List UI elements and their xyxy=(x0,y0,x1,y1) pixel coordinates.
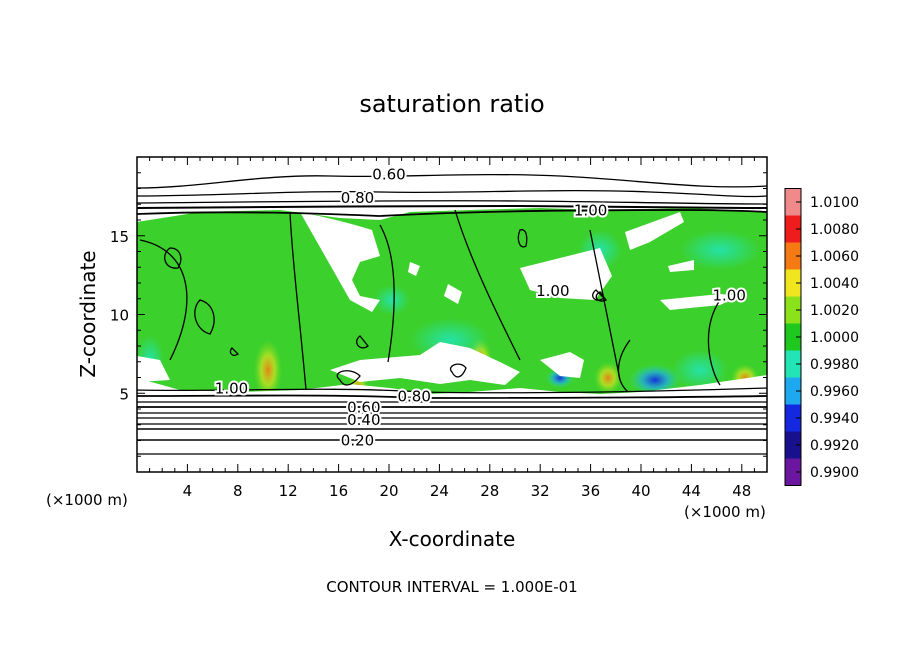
colorbar-level-label: 0.9920 xyxy=(810,438,859,454)
y-tick-label: 15 xyxy=(110,228,129,246)
colorbar: 1.0100 1.0080 1.0060 1.0040 1.0020 1.0000 0.99… xyxy=(784,188,859,486)
colorbar-level-label: 0.9960 xyxy=(810,384,859,400)
subsaturation-spot xyxy=(629,364,681,394)
colorbar-level-label: 0.9980 xyxy=(810,357,859,373)
colorbar-swatch xyxy=(785,431,801,459)
colorbar-level-label: 1.0020 xyxy=(810,303,859,319)
x-axis-label: X-coordinate xyxy=(389,527,516,551)
colorbar-level-label: 1.0000 xyxy=(810,330,859,346)
colorbar-swatch xyxy=(785,404,801,432)
axis-ticks xyxy=(137,157,767,472)
chart-title: saturation ratio xyxy=(359,90,544,118)
colorbar-level-label: 1.0100 xyxy=(810,195,859,211)
colorbar-level-label: 1.0040 xyxy=(810,276,859,292)
contour-label: 0.80 xyxy=(397,387,430,405)
x-tick-label: 36 xyxy=(581,482,600,500)
colorbar-swatch xyxy=(785,323,801,351)
x-tick-label: 48 xyxy=(732,482,751,500)
x-tick-label: 16 xyxy=(329,482,348,500)
x-tick-label: 12 xyxy=(279,482,298,500)
contour-labels: 0.600.801.001.00 1.001.00 0.800.600.400.20 xyxy=(213,163,748,451)
subsaturation-spot xyxy=(680,230,760,270)
x-tick-label: 24 xyxy=(430,482,449,500)
colorbar-swatch xyxy=(785,215,801,243)
contour-label: 0.60 xyxy=(347,398,380,416)
contour-label: 0.80 xyxy=(341,189,374,207)
contour-label: 0.60 xyxy=(372,165,405,183)
contour-label: 1.00 xyxy=(215,380,248,398)
colorbar-swatch xyxy=(785,242,801,270)
y-tick-labels: 5 10 15 xyxy=(110,228,129,404)
y-tick-label: 10 xyxy=(110,307,129,325)
x-tick-label: 32 xyxy=(531,482,550,500)
colorbar-swatch xyxy=(785,377,801,405)
contour-interval-note: CONTOUR INTERVAL = 1.000E-01 xyxy=(326,578,577,596)
contour-label: 1.00 xyxy=(574,202,607,220)
supersaturation-spot xyxy=(254,340,282,394)
colorbar-level-label: 0.9940 xyxy=(810,411,859,427)
y-axis-label: Z-coordinate xyxy=(76,250,100,377)
x-tick-label: 44 xyxy=(682,482,701,500)
colorbar-swatch xyxy=(785,350,801,378)
subsaturation-spot xyxy=(374,285,410,315)
contour-label: 1.00 xyxy=(712,287,745,305)
plot-area xyxy=(137,157,767,472)
subsaturation-spot xyxy=(672,350,728,390)
colorbar-level-label: 0.9900 xyxy=(810,465,859,481)
contour-label: 0.40 xyxy=(347,411,380,429)
x-tick-label: 28 xyxy=(480,482,499,500)
contour-label: 0.20 xyxy=(341,432,374,450)
colorbar-swatch xyxy=(785,188,801,216)
x-tick-label: 4 xyxy=(183,482,193,500)
contour-label: 1.00 xyxy=(536,282,569,300)
x-tick-label: 8 xyxy=(233,482,243,500)
colorbar-swatch xyxy=(785,296,801,324)
colorbar-swatch xyxy=(785,269,801,297)
x-tick-label: 40 xyxy=(631,482,650,500)
contour-lines xyxy=(137,173,767,455)
supersaturation-spot xyxy=(594,362,622,394)
y-tick-label: 5 xyxy=(119,385,129,403)
colorbar-level-label: 1.0080 xyxy=(810,222,859,238)
x-tick-label: 20 xyxy=(379,482,398,500)
x-unit-left: (×1000 m) xyxy=(46,491,128,509)
colorbar-level-label: 1.0060 xyxy=(810,249,859,265)
x-tick-labels: 4 8 12 16 20 24 28 32 36 40 44 48 xyxy=(183,482,752,500)
colorbar-swatch xyxy=(785,458,801,486)
x-unit-right: (×1000 m) xyxy=(684,503,766,521)
